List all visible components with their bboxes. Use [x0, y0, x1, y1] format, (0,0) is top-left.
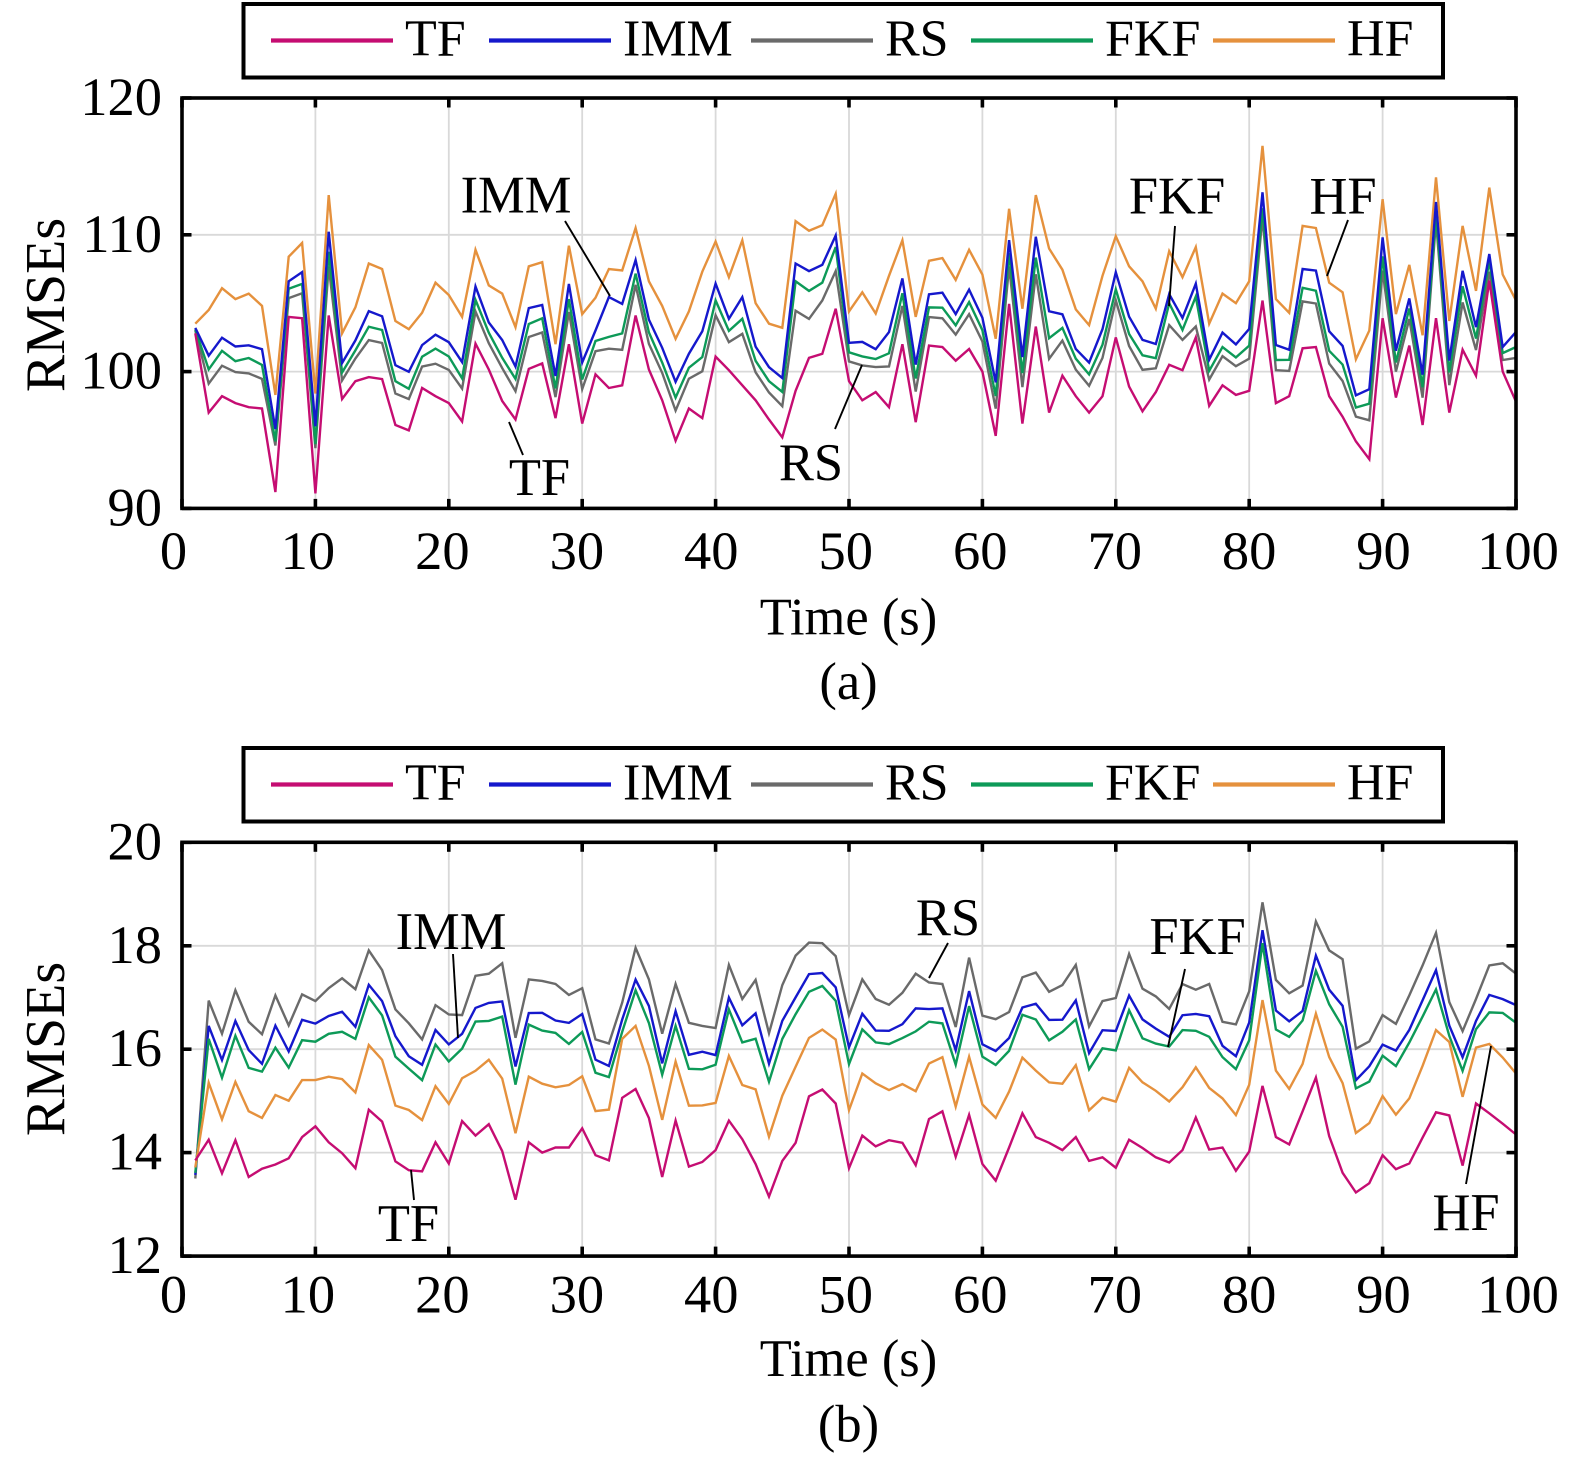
- svg-text:12: 12: [108, 1224, 163, 1285]
- svg-text:60: 60: [953, 520, 1008, 581]
- svg-text:18: 18: [108, 914, 163, 975]
- svg-text:TF: TF: [405, 11, 466, 68]
- svg-text:30: 30: [550, 520, 605, 581]
- svg-text:90: 90: [1356, 1264, 1411, 1325]
- svg-text:Time (s): Time (s): [760, 589, 937, 647]
- svg-text:IMM: IMM: [461, 167, 572, 225]
- svg-text:16: 16: [108, 1017, 163, 1078]
- svg-text:HF: HF: [1309, 168, 1376, 226]
- svg-text:70: 70: [1087, 520, 1142, 581]
- svg-text:40: 40: [684, 1264, 739, 1325]
- svg-text:0: 0: [160, 1264, 187, 1325]
- svg-text:RS: RS: [779, 434, 843, 492]
- svg-text:30: 30: [550, 1264, 605, 1325]
- svg-text:FKF: FKF: [1105, 755, 1200, 812]
- svg-text:FKF: FKF: [1149, 908, 1245, 966]
- svg-text:FKF: FKF: [1105, 11, 1200, 68]
- svg-text:IMM: IMM: [623, 755, 733, 812]
- svg-text:80: 80: [1222, 520, 1277, 581]
- svg-text:110: 110: [82, 203, 162, 264]
- svg-text:IMM: IMM: [623, 11, 733, 68]
- svg-text:RS: RS: [916, 889, 980, 947]
- svg-text:80: 80: [1222, 1264, 1277, 1325]
- svg-text:100: 100: [1477, 520, 1559, 581]
- svg-text:Time (s): Time (s): [760, 1330, 937, 1388]
- svg-text:RS: RS: [885, 11, 949, 68]
- svg-text:TF: TF: [378, 1195, 439, 1253]
- svg-text:100: 100: [1477, 1264, 1559, 1325]
- svg-text:10: 10: [281, 1264, 336, 1325]
- svg-text:(a): (a): [819, 653, 877, 711]
- svg-text:40: 40: [684, 520, 739, 581]
- svg-text:RS: RS: [885, 755, 949, 812]
- svg-text:90: 90: [108, 476, 163, 537]
- svg-text:10: 10: [281, 520, 336, 581]
- svg-text:120: 120: [80, 66, 162, 127]
- svg-text:14: 14: [108, 1121, 163, 1182]
- svg-text:TF: TF: [405, 755, 466, 812]
- svg-text:90: 90: [1356, 520, 1411, 581]
- svg-text:60: 60: [953, 1264, 1008, 1325]
- svg-text:RMSEs: RMSEs: [15, 218, 77, 392]
- svg-text:FKF: FKF: [1129, 168, 1225, 226]
- svg-text:70: 70: [1087, 1264, 1142, 1325]
- svg-text:TF: TF: [509, 449, 570, 507]
- svg-text:HF: HF: [1432, 1184, 1499, 1242]
- svg-text:(b): (b): [818, 1396, 879, 1454]
- svg-text:100: 100: [80, 340, 162, 401]
- svg-text:20: 20: [108, 810, 163, 871]
- svg-text:50: 50: [819, 1264, 874, 1325]
- svg-text:0: 0: [160, 520, 187, 581]
- svg-text:HF: HF: [1347, 11, 1413, 68]
- svg-text:HF: HF: [1347, 755, 1413, 812]
- svg-text:50: 50: [819, 520, 874, 581]
- svg-text:RMSEs: RMSEs: [15, 962, 77, 1136]
- svg-text:20: 20: [415, 520, 470, 581]
- svg-text:20: 20: [415, 1264, 470, 1325]
- svg-text:IMM: IMM: [396, 903, 507, 961]
